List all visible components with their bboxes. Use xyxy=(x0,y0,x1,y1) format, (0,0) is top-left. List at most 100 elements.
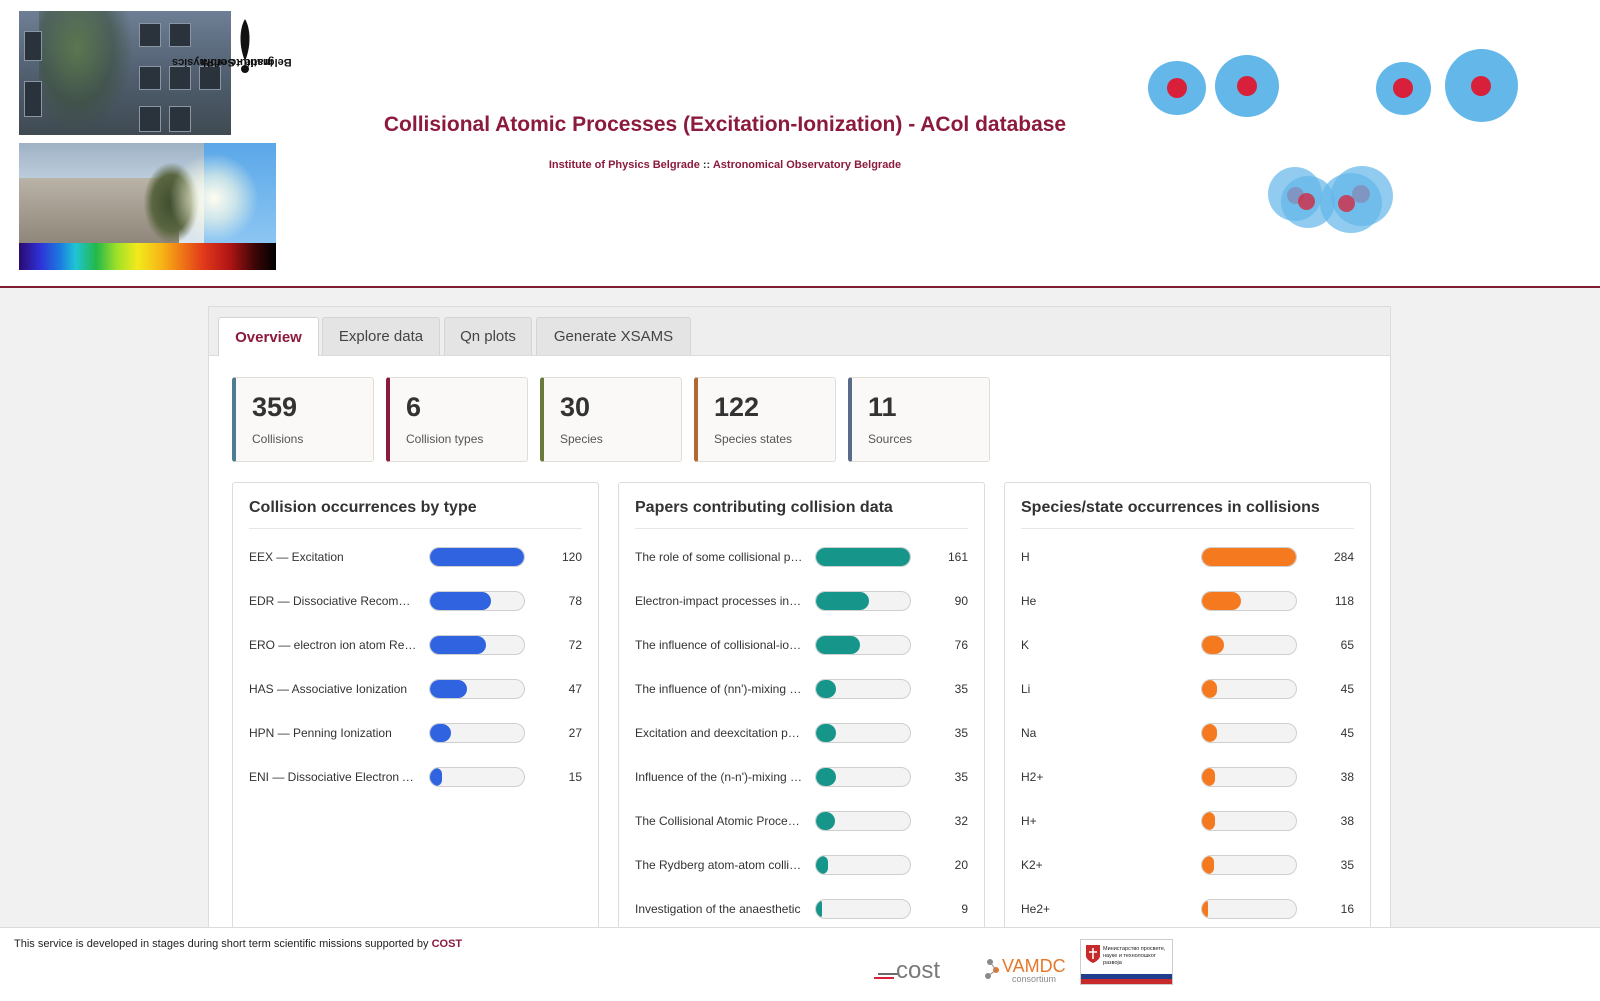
bar-row[interactable]: K2+ 35 xyxy=(1021,855,1354,875)
bar-label: HAS — Associative Ionization xyxy=(249,682,408,696)
bar-row[interactable]: H+ 38 xyxy=(1021,811,1354,831)
bar-row[interactable]: The influence of collisional-ionization 7… xyxy=(635,635,968,655)
stat-value: 122 xyxy=(714,392,760,422)
bar-label: ENI — Dissociative Electron Attachment xyxy=(249,770,417,784)
bar-label: H xyxy=(1021,550,1030,564)
serbia-ministry-logo[interactable]: Министарство просвете, науке и технолошк… xyxy=(1080,939,1173,985)
bar-count: 15 xyxy=(568,770,582,784)
bar-row[interactable]: Electron-impact processes in hydrogen 90 xyxy=(635,591,968,611)
institute-link[interactable]: Institute of Physics Belgrade xyxy=(548,159,700,171)
bar-count: 35 xyxy=(1340,858,1354,872)
atom-icon xyxy=(1215,55,1279,117)
spectrum-strip xyxy=(19,243,276,270)
bar-label: Excitation and deexcitation processes xyxy=(635,726,803,740)
bar-label: Na xyxy=(1021,726,1037,740)
bar-row[interactable]: ERO — electron ion atom Recombination 72 xyxy=(249,635,582,655)
bar-count: 35 xyxy=(954,682,968,696)
bar-track xyxy=(815,547,911,567)
bar-count: 284 xyxy=(1333,550,1354,564)
stat-label: Sources xyxy=(868,432,913,446)
bar-track xyxy=(815,723,911,743)
bar-count: 76 xyxy=(954,638,968,652)
bar-track xyxy=(1201,855,1297,875)
species-card: Species/state occurrences in collisions H… xyxy=(1004,482,1371,952)
bar-label: Electron-impact processes in hydrogen xyxy=(635,594,803,608)
bar-row[interactable]: He 118 xyxy=(1021,591,1354,611)
tab-overview[interactable]: Overview xyxy=(218,317,319,356)
bar-row[interactable]: Na 45 xyxy=(1021,723,1354,743)
bar-row[interactable]: The Collisional Atomic Processes 32 xyxy=(635,811,968,831)
bar-row[interactable]: The influence of (nn')-mixing processes 3… xyxy=(635,679,968,699)
institutions-line: Institute of Physics Belgrade :: Astrono… xyxy=(548,159,902,171)
bar-track xyxy=(429,591,525,611)
stat-value: 30 xyxy=(560,392,591,422)
bar-track xyxy=(429,679,525,699)
bar-fill xyxy=(1202,900,1208,918)
bar-fill xyxy=(1202,812,1215,830)
site-header: Institute of Physics Belgrade - Serbia Co… xyxy=(0,0,1600,288)
svg-text:consortium: consortium xyxy=(1012,974,1056,984)
bar-fill xyxy=(430,636,487,654)
stat-card: 122 Species states xyxy=(694,377,836,462)
bar-label: The role of some collisional processes xyxy=(635,550,803,564)
bar-label: K xyxy=(1021,638,1030,652)
bar-label: He2+ xyxy=(1021,902,1051,916)
bar-count: 35 xyxy=(954,726,968,740)
bar-count: 47 xyxy=(568,682,582,696)
bar-count: 45 xyxy=(1340,682,1354,696)
bar-count: 161 xyxy=(947,550,968,564)
bar-track xyxy=(429,547,525,567)
stat-card: 11 Sources xyxy=(848,377,990,462)
bar-fill xyxy=(816,680,837,698)
card-title: Papers contributing collision data xyxy=(635,499,893,516)
bar-label: The influence of (nn')-mixing processes xyxy=(635,682,803,696)
bar-row[interactable]: K 65 xyxy=(1021,635,1354,655)
tab-qn-plots[interactable]: Qn plots xyxy=(444,317,532,355)
tab-generate-xsams[interactable]: Generate XSAMS xyxy=(536,317,691,355)
bar-label: The Collisional Atomic Processes xyxy=(635,814,803,828)
bar-fill xyxy=(816,548,910,566)
collision-types-card: Collision occurrences by type EEX — Excit… xyxy=(232,482,599,952)
institute-building-photo xyxy=(19,11,276,135)
bar-label: Li xyxy=(1021,682,1031,696)
bar-row[interactable]: EDR — Dissociative Recombination 78 xyxy=(249,591,582,611)
bar-label: H+ xyxy=(1021,814,1037,828)
bar-count: 78 xyxy=(568,594,582,608)
cost-link[interactable]: COST xyxy=(431,938,463,950)
bar-label: EDR — Dissociative Recombination xyxy=(249,594,417,608)
bar-row[interactable]: Investigation of the anaesthetic 9 xyxy=(635,899,968,919)
bar-count: 35 xyxy=(954,770,968,784)
bar-row[interactable]: Influence of the (n-n')-mixing processes… xyxy=(635,767,968,787)
bar-fill xyxy=(816,856,828,874)
stat-label: Species xyxy=(560,432,603,446)
bar-row[interactable]: Excitation and deexcitation processes 35 xyxy=(635,723,968,743)
bar-row[interactable]: EEX — Excitation 120 xyxy=(249,547,582,567)
bar-row[interactable]: He2+ 16 xyxy=(1021,899,1354,919)
card-title: Species/state occurrences in collisions xyxy=(1021,499,1320,516)
bar-track xyxy=(815,811,911,831)
cost-logo[interactable]: cost xyxy=(872,956,974,984)
observatory-link[interactable]: Astronomical Observatory Belgrade xyxy=(712,159,902,171)
bar-count: 27 xyxy=(568,726,582,740)
bar-label: H2+ xyxy=(1021,770,1044,784)
svg-text:VAMDC: VAMDC xyxy=(1002,956,1066,976)
tab-explore-data[interactable]: Explore data xyxy=(322,317,440,355)
bar-track xyxy=(1201,635,1297,655)
vamdc-logo[interactable]: VAMDC consortium xyxy=(984,952,1068,984)
bar-row[interactable]: ENI — Dissociative Electron Attachment 15 xyxy=(249,767,582,787)
bar-count: 9 xyxy=(961,902,968,916)
bar-count: 118 xyxy=(1334,594,1354,608)
bar-row[interactable]: HPN — Penning Ionization 27 xyxy=(249,723,582,743)
bar-row[interactable]: H 284 xyxy=(1021,547,1354,567)
bar-fill xyxy=(1202,724,1217,742)
bar-row[interactable]: HAS — Associative Ionization 47 xyxy=(249,679,582,699)
bar-count: 120 xyxy=(561,550,582,564)
bar-row[interactable]: Li 45 xyxy=(1021,679,1354,699)
bar-row[interactable]: H2+ 38 xyxy=(1021,767,1354,787)
page-title: Collisional Atomic Processes (Excitation… xyxy=(383,113,1067,136)
bar-count: 38 xyxy=(1340,770,1354,784)
bar-row[interactable]: The role of some collisional processes 16… xyxy=(635,547,968,567)
bar-fill xyxy=(816,592,869,610)
bar-fill xyxy=(816,900,822,918)
bar-row[interactable]: The Rydberg atom-atom collisions 20 xyxy=(635,855,968,875)
